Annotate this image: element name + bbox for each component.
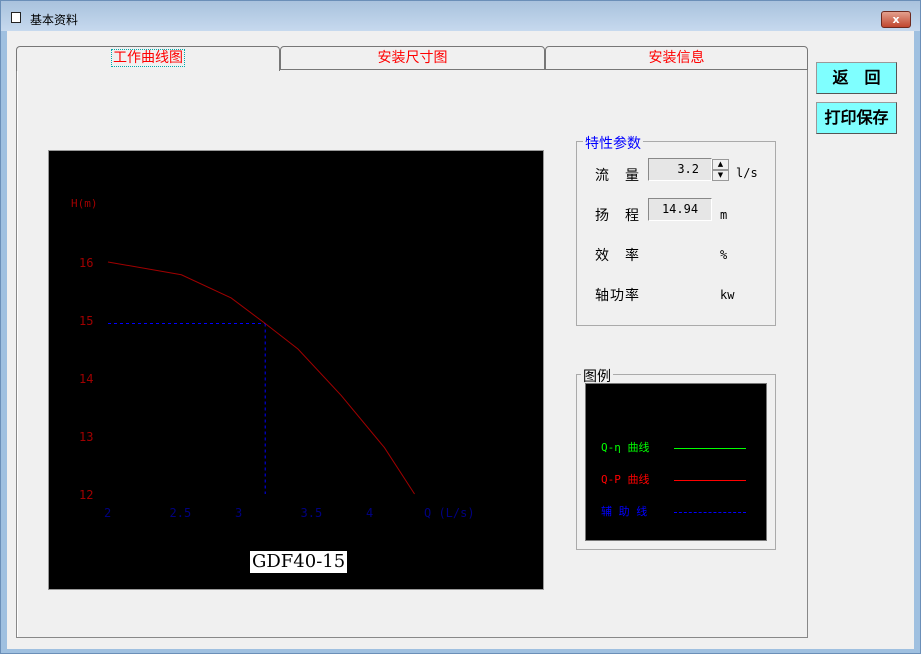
flow-input[interactable]: 3.2 (648, 158, 712, 181)
title-bar: 基本资料 x (1, 1, 920, 31)
legend-q-eta: Q-η 曲线 (601, 441, 650, 454)
tab-work-curve[interactable]: 工作曲线图 (16, 46, 280, 71)
window-title: 基本资料 (30, 13, 79, 27)
y-tick-label: 16 (79, 256, 93, 270)
x-tick-label: 2.5 (170, 506, 192, 520)
y-tick-label: 14 (79, 372, 93, 386)
efficiency-unit: % (720, 248, 728, 262)
legend-q-p-line (674, 480, 746, 481)
tab-label: 安装信息 (648, 50, 705, 66)
params-title: 特性参数 (583, 133, 643, 153)
tab-label: 工作曲线图 (111, 49, 185, 67)
spin-down-button[interactable]: ▼ (712, 170, 729, 181)
x-tick-label: 2 (104, 506, 111, 520)
x-axis-label: Q (L/s) (424, 506, 475, 520)
shaft-power-unit: kw (720, 288, 735, 302)
head-label: 扬 程 (595, 208, 640, 224)
head-unit: m (720, 208, 728, 222)
spin-up-button[interactable]: ▲ (712, 159, 729, 170)
params-group: 特性参数 (576, 133, 776, 326)
close-button[interactable]: x (881, 11, 911, 28)
legend-aux-line (674, 512, 746, 513)
y-axis-label: H(m) (71, 197, 98, 210)
legend-box: Q-η 曲线 Q-P 曲线 辅 助 线 (585, 383, 767, 541)
y-tick-label: 12 (79, 488, 93, 502)
back-button[interactable]: 返 回 (816, 62, 897, 94)
y-tick-label: 13 (79, 430, 93, 444)
flow-label: 流 量 (595, 168, 640, 184)
app-icon (11, 12, 21, 23)
legend-group: 图例 (576, 366, 776, 550)
chart-title: GDF40-15 (250, 551, 348, 573)
y-tick-label: 15 (79, 314, 93, 328)
legend-q-p: Q-P 曲线 (601, 473, 650, 486)
tab-panel (16, 69, 808, 638)
tab-install-dimensions[interactable]: 安装尺寸图 (280, 46, 545, 70)
tab-label: 安装尺寸图 (377, 50, 448, 66)
legend-title: 图例 (581, 366, 613, 386)
legend-aux: 辅 助 线 (601, 505, 648, 518)
x-tick-label: 3 (235, 506, 242, 520)
print-save-button[interactable]: 打印保存 (816, 102, 897, 134)
chart-svg: H(m) 16 15 14 13 12 2 2.5 3 3.5 4 Q (L/s) (71, 197, 475, 520)
q-h-curve (107, 261, 415, 495)
x-tick-label: 4 (366, 506, 373, 520)
efficiency-label: 效 率 (595, 248, 640, 264)
tab-install-info[interactable]: 安装信息 (545, 46, 808, 70)
legend-q-eta-line (674, 448, 746, 449)
head-field: 14.94 (648, 198, 712, 221)
shaft-power-label: 轴功率 (595, 288, 640, 304)
x-tick-label: 3.5 (301, 506, 323, 520)
flow-unit: l/s (736, 166, 758, 180)
performance-chart: H(m) 16 15 14 13 12 2 2.5 3 3.5 4 Q (L/s) GDF40-15 (48, 150, 544, 590)
